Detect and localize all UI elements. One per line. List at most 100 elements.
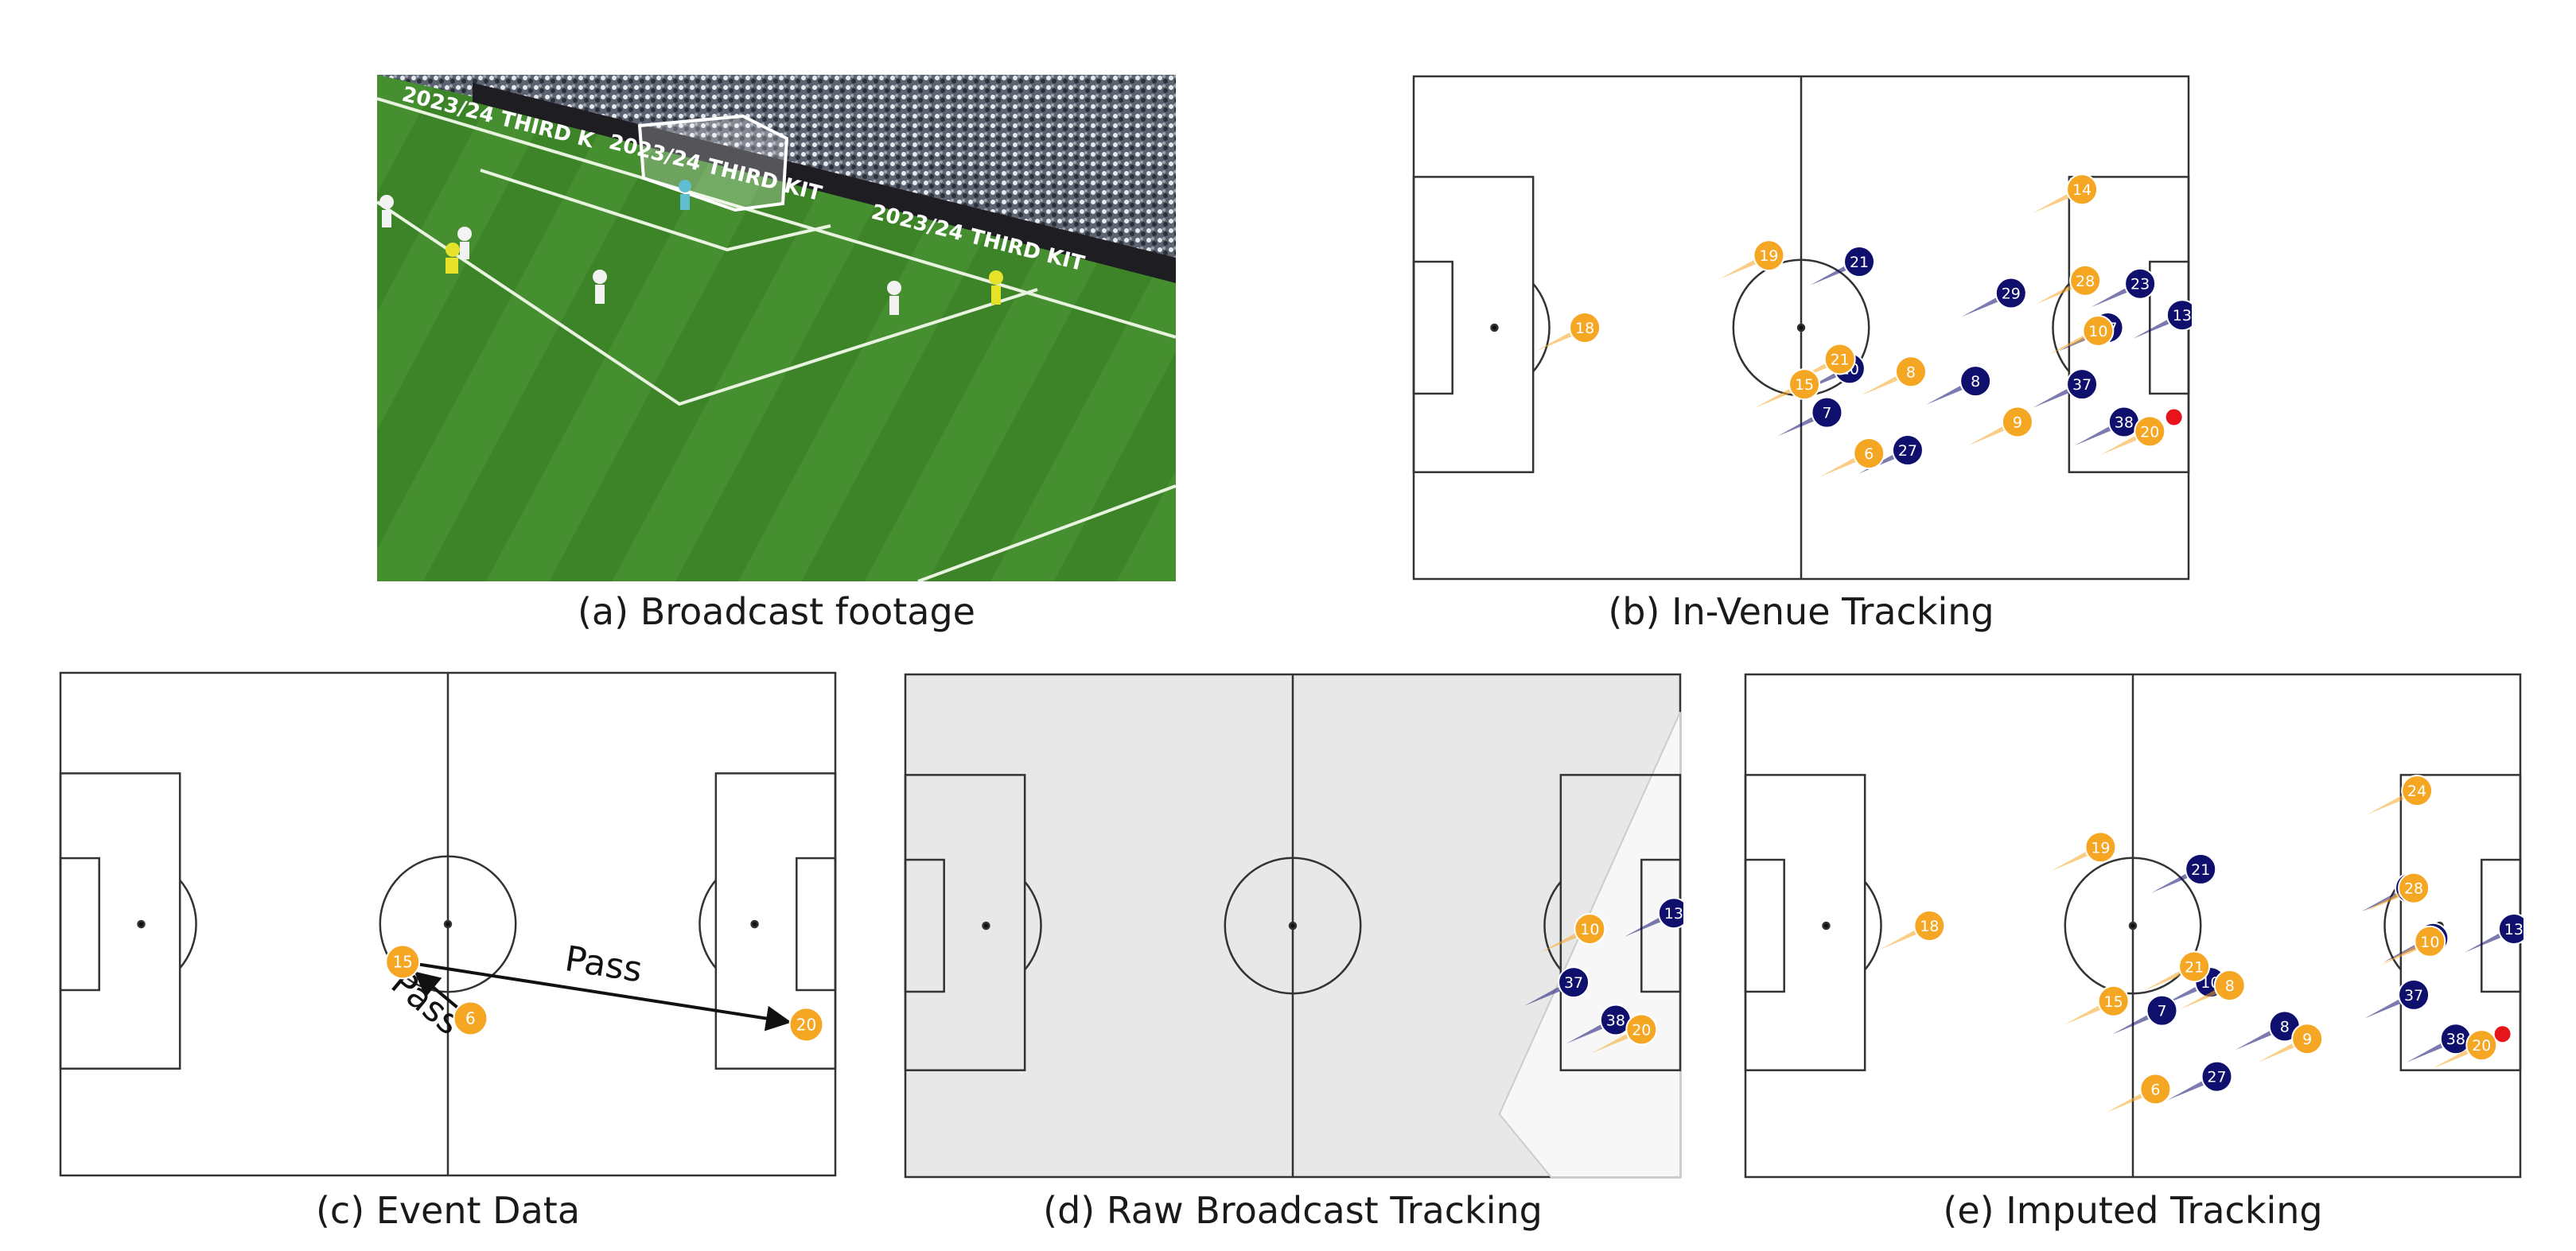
defend-player-number: 8 (1971, 373, 1980, 390)
attack-player-number: 14 (2072, 181, 2092, 199)
attack-player-number: 21 (2185, 958, 2204, 976)
attack-player-marker (2001, 406, 2033, 438)
defend-player-marker (2398, 978, 2430, 1011)
defend-player-number: 29 (2002, 286, 2021, 303)
defend-player-number: 37 (2072, 376, 2092, 394)
left-six-yard-box (59, 857, 100, 992)
caption-in-venue-tracking: (b) In-Venue Tracking (1608, 590, 1994, 633)
defend-player-marker (1959, 365, 1992, 398)
advertising-board (473, 83, 1176, 283)
attack-player-number: 9 (2302, 1031, 2312, 1048)
caption-raw-broadcast-tracking: (d) Raw Broadcast Tracking (1043, 1189, 1543, 1232)
in-venue-tracking-pitch: 212923171310837738271418192810211589620 (1412, 75, 2192, 581)
defend-player-number: 27 (2207, 1069, 2226, 1086)
goal (637, 114, 789, 212)
attack-player-marker (1894, 355, 1927, 388)
centre-spot (443, 919, 453, 929)
attack-player-marker (385, 944, 421, 980)
left-penalty-arc (1024, 880, 1042, 971)
attack-player-marker (2398, 872, 2430, 904)
ball (2494, 1026, 2511, 1043)
attack-player-marker (2082, 314, 2115, 347)
attack-player-number: 24 (2407, 783, 2426, 800)
defend-player-marker (1558, 966, 1590, 999)
defend-player-number: 21 (1850, 254, 1869, 271)
attack-player-number: 6 (1864, 445, 1874, 463)
attack-player-marker (2414, 925, 2446, 958)
centre-spot (2128, 921, 2138, 930)
pitch-lines (59, 671, 837, 1177)
left-penalty-spot (982, 921, 990, 930)
defend-player-number: 7 (2157, 1003, 2166, 1020)
imputed-tracking-pitch: 2123171310837738272418192810218159620 (1744, 673, 2523, 1179)
attack-player-number: 10 (1580, 921, 1599, 938)
attack-player-marker (2134, 415, 2166, 448)
defend-player-number: 27 (1898, 442, 1917, 460)
defend-player-number: 8 (2280, 1018, 2290, 1035)
defend-player-marker (2124, 267, 2157, 300)
left-penalty-spot (1822, 921, 1831, 930)
left-penalty-arc (179, 879, 197, 969)
attack-player-marker (2084, 831, 2117, 864)
attack-player-marker (2097, 985, 2130, 1017)
defend-player-marker (2497, 912, 2523, 945)
attack-player-marker (1569, 312, 1601, 344)
players: 212923171310837738271418192810211589620 (1535, 173, 2192, 477)
defend-player-number: 21 (2191, 861, 2210, 879)
attack-player-number: 19 (2091, 839, 2110, 857)
defend-player-number: 13 (1664, 905, 1683, 923)
defend-player-number: 13 (2504, 921, 2523, 938)
left-penalty-spot (1490, 323, 1499, 332)
right-penalty-arc (2052, 282, 2070, 373)
attack-player-number: 19 (1759, 247, 1778, 265)
right-penalty-arc (698, 879, 717, 969)
defend-player-marker (1891, 434, 1924, 467)
defend-player-marker (2185, 853, 2217, 885)
ball (2165, 409, 2182, 425)
defend-player-number: 38 (1606, 1012, 1625, 1030)
defend-player-number: 38 (2115, 414, 2134, 432)
attack-player-marker (2069, 264, 2102, 297)
defend-player-number: 37 (2404, 987, 2423, 1004)
players: 13 37 38 10 20 (1524, 897, 1683, 1054)
defend-player-number: 23 (2130, 276, 2150, 293)
centre-spot (1288, 921, 1298, 930)
defend-player-marker (2200, 1060, 2233, 1093)
attack-player-marker (1853, 437, 1885, 469)
attack-player-number: 28 (2076, 273, 2095, 290)
left-penalty-arc (1864, 880, 1882, 971)
left-penalty-arc (1532, 282, 1551, 373)
caption-imputed-tracking: (e) Imputed Tracking (1943, 1189, 2323, 1232)
attack-player-marker (1823, 343, 1856, 375)
attack-player-marker (1753, 239, 1785, 272)
broadcast-footage-image: 2023/24 THIRD K 2023/24 THIRD KIT 2023/2… (377, 75, 1176, 581)
attack-player-number: 18 (1575, 320, 1594, 337)
pass-arrow (419, 962, 792, 1031)
attack-player-number: 20 (1632, 1021, 1651, 1039)
attack-player-marker (2139, 1073, 2172, 1105)
attack-player-number: 15 (392, 952, 412, 971)
centre-circle (379, 855, 517, 993)
pitch-lines (1744, 673, 2522, 1179)
right-penalty-spot (750, 919, 759, 929)
defend-player-number: 37 (1564, 974, 1583, 992)
attack-player-number: 15 (1795, 376, 1814, 394)
centre-circle (2064, 857, 2202, 995)
left-six-yard-box (1412, 260, 1453, 395)
pitch-lines (1412, 75, 2190, 581)
defend-player-marker (1657, 897, 1683, 930)
attack-player-marker (2178, 950, 2211, 983)
defend-player-number: 13 (2173, 307, 2192, 324)
attack-player-number: 9 (2013, 414, 2022, 432)
left-six-yard-box (1744, 858, 1785, 993)
attack-player-marker (453, 1000, 488, 1036)
attack-player-number: 18 (1920, 918, 1939, 935)
defend-player-marker (1994, 277, 2027, 309)
pitch-markings (377, 97, 1176, 581)
attack-player-number: 6 (465, 1009, 476, 1028)
attack-player-marker (2291, 1023, 2324, 1055)
attack-player-number: 8 (2225, 977, 2235, 995)
defend-player-number: 7 (1822, 405, 1831, 422)
attack-player-number: 20 (2140, 423, 2159, 441)
